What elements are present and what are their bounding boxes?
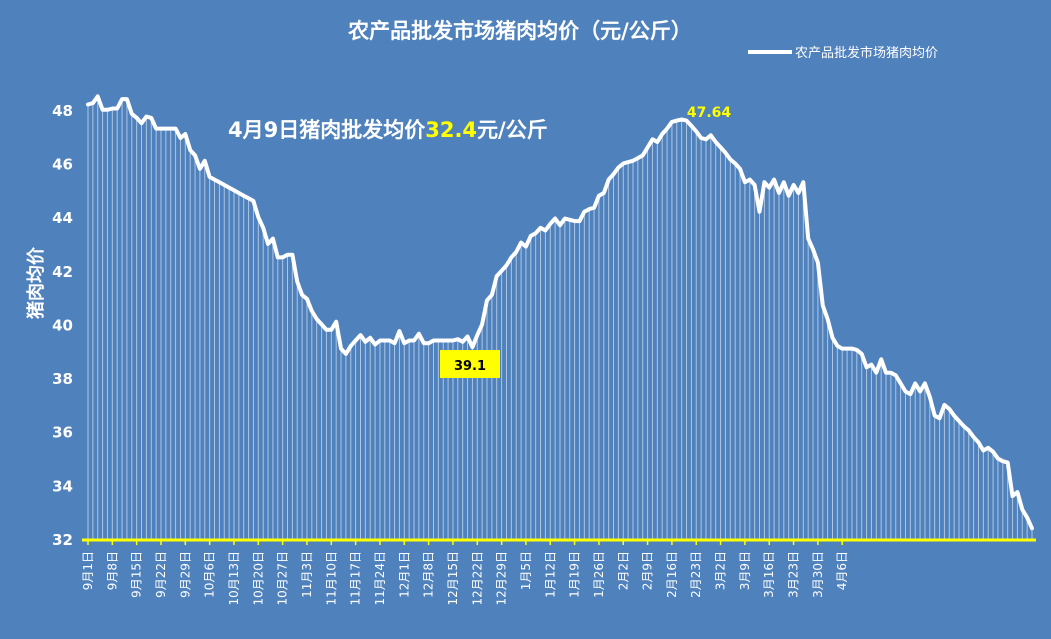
x-tick-label: 2月23日 bbox=[689, 551, 703, 598]
x-tick-label: 1月26日 bbox=[592, 551, 606, 598]
y-tick-label: 46 bbox=[52, 155, 73, 173]
y-tick-labels: 32 34 36 38 40 42 44 46 48 bbox=[52, 102, 73, 549]
x-tick-label: 3月23日 bbox=[787, 551, 801, 598]
chart-title: 农产品批发市场猪肉均价（元/公斤） bbox=[347, 18, 692, 43]
x-tick-label: 9月15日 bbox=[130, 551, 144, 598]
x-tick-label: 3月2日 bbox=[714, 551, 728, 590]
annotation-main-value: 32.4 bbox=[425, 118, 477, 142]
annotation-main-prefix: 4月9日猪肉批发均价 bbox=[228, 118, 426, 142]
x-tick-label: 12月1日 bbox=[397, 551, 411, 598]
x-tick-label: 2月2日 bbox=[616, 551, 630, 590]
x-tick-label: 12月22日 bbox=[470, 551, 484, 606]
x-tick-label: 3月16日 bbox=[762, 551, 776, 598]
x-tick-labels: 9月1日 9月8日 9月15日 9月22日 9月29日 10月6日 10月13日 10月20日… bbox=[81, 540, 849, 606]
x-tick-label: 11月17日 bbox=[349, 551, 363, 606]
x-tick-label: 11月10日 bbox=[324, 551, 338, 606]
x-tick-label: 12月8日 bbox=[422, 551, 436, 598]
y-tick-label: 36 bbox=[52, 424, 73, 442]
y-tick-label: 34 bbox=[52, 477, 73, 495]
annotation-main: 4月9日猪肉批发均价32.4元/公斤 bbox=[228, 118, 548, 142]
y-tick-label: 48 bbox=[52, 102, 73, 120]
x-tick-label: 11月3日 bbox=[300, 551, 314, 598]
x-tick-label: 10月6日 bbox=[203, 551, 217, 598]
y-tick-label: 40 bbox=[52, 316, 73, 334]
y-tick-label: 42 bbox=[52, 263, 73, 281]
x-tick-label: 2月9日 bbox=[641, 551, 655, 590]
x-tick-label: 12月15日 bbox=[446, 551, 460, 606]
x-tick-label: 4月6日 bbox=[835, 551, 849, 590]
x-tick-label: 1月12日 bbox=[543, 551, 557, 598]
x-tick-label: 11月24日 bbox=[373, 551, 387, 606]
x-tick-label: 10月20日 bbox=[251, 551, 265, 606]
min-value-callout: 39.1 bbox=[440, 350, 500, 378]
min-value-box bbox=[440, 350, 500, 378]
max-value-label: 47.64 bbox=[687, 105, 732, 121]
x-tick-label: 10月13日 bbox=[227, 551, 241, 606]
x-tick-label: 12月29日 bbox=[495, 551, 509, 606]
drop-lines bbox=[87, 96, 1033, 539]
min-value-label: 39.1 bbox=[454, 359, 486, 374]
x-tick-label: 3月30日 bbox=[811, 551, 825, 598]
x-tick-label: 2月16日 bbox=[665, 551, 679, 598]
annotation-main-suffix: 元/公斤 bbox=[477, 118, 548, 142]
x-tick-label: 10月27日 bbox=[276, 551, 290, 606]
x-tick-label: 1月5日 bbox=[519, 551, 533, 590]
y-tick-label: 38 bbox=[52, 370, 73, 388]
x-tick-label: 9月29日 bbox=[178, 551, 192, 598]
series-line bbox=[86, 94, 1034, 531]
x-tick-label: 9月1日 bbox=[81, 551, 95, 590]
y-axis-label: 猪肉均价 bbox=[25, 246, 47, 320]
x-tick-label: 1月19日 bbox=[568, 551, 582, 598]
legend: 农产品批发市场猪肉均价 bbox=[748, 45, 938, 61]
x-tick-label: 3月9日 bbox=[738, 551, 752, 590]
y-tick-label: 44 bbox=[52, 209, 73, 227]
legend-label: 农产品批发市场猪肉均价 bbox=[795, 45, 938, 61]
x-tick-label: 9月22日 bbox=[154, 551, 168, 598]
y-tick-label: 32 bbox=[52, 531, 73, 549]
x-tick-label: 9月8日 bbox=[105, 551, 119, 590]
